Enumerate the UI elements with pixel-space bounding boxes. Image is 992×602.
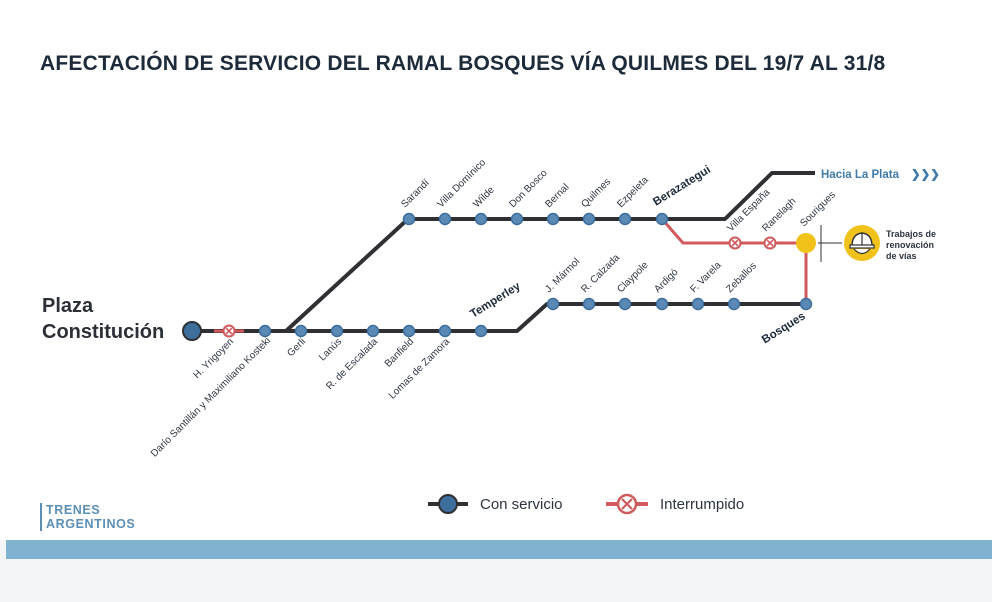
station-node-villa-espana [728, 236, 742, 250]
logo-line-2: ARGENTINOS [46, 517, 136, 531]
legend-interrupted-label: Interrumpido [660, 496, 744, 513]
station-node-wilde [474, 212, 488, 226]
station-node-don-bosco [510, 212, 524, 226]
station-label-ardigo: Ardigó [652, 267, 681, 296]
station-label-ezpeleta: Ezpeleta [615, 175, 651, 211]
station-label-wilde: Wilde [471, 184, 497, 210]
station-node-r-de-escalada [366, 324, 380, 338]
station-node-zeballos [727, 297, 741, 311]
station-node-berazategui [655, 212, 669, 226]
station-label-zeballos: Zeballos [724, 261, 759, 296]
tracks [192, 171, 815, 333]
origin-label-line2: Constitución [42, 321, 164, 343]
close-icon [731, 239, 739, 247]
station-node-ranelagh [763, 236, 777, 250]
station-node-f-varela [691, 297, 705, 311]
station-node-ezpeleta [618, 212, 632, 226]
logo-line-1: TRENES [46, 503, 101, 517]
works-marker: Trabajos de renovación de vías [796, 225, 936, 262]
close-icon [621, 498, 633, 510]
hacia-la-plata-label: Hacia La Plata [821, 169, 900, 181]
page-title: AFECTACIÓN DE SERVICIO DEL RAMAL BOSQUES… [40, 52, 886, 75]
station-label-claypole: Claypole [615, 260, 651, 296]
station-label-f-varela: F. Varela [688, 260, 723, 295]
legend: Con servicio Interrumpido [428, 493, 744, 515]
footer-stripe [6, 540, 992, 559]
legend-ok-label: Con servicio [480, 496, 563, 513]
station-node-claypole [618, 297, 632, 311]
map-card [0, 0, 992, 540]
station-node-temperley [474, 324, 488, 338]
close-icon [225, 327, 233, 335]
trenes-argentinos-logo: TRENES ARGENTINOS [40, 503, 135, 531]
origin-label-line1: Plaza [42, 295, 94, 317]
station-label-sarandi: Sarandí [399, 177, 432, 210]
station-label-ranelagh: Ranelagh [760, 196, 798, 234]
track-quilmes [284, 171, 815, 333]
station-label-bernal: Bernal [543, 182, 571, 210]
chevron-right-icon: ❯❯❯ [911, 168, 940, 182]
station-label-berazategui: Berazategui [651, 164, 713, 209]
station-label-temperley: Temperley [468, 280, 523, 321]
works-label-1: Trabajos de [886, 229, 936, 239]
track-interrupted [660, 218, 808, 304]
station-label-banfield: Banfield [383, 336, 416, 369]
station-label-j-marmol: J. Mármol [543, 256, 582, 295]
station-label-lanus: Lanús [317, 336, 344, 363]
works-node [796, 233, 816, 253]
station-node-j-marmol [546, 297, 560, 311]
station-node-ardigo [655, 297, 669, 311]
station-label-lomas-de-zamora: Lomas de Zamora [387, 336, 452, 401]
close-icon [766, 239, 774, 247]
works-label-2: renovación [886, 240, 934, 250]
track-trunk [192, 302, 806, 333]
station-node-bernal [546, 212, 560, 226]
station-label-bosques: Bosques [760, 310, 808, 346]
station-node-sarandi [402, 212, 416, 226]
legend-ok-marker [438, 494, 458, 514]
station-node-banfield [402, 324, 416, 338]
station-node-r-calzada [582, 297, 596, 311]
station-node-villa-dominico [438, 212, 452, 226]
station-node-lanus [330, 324, 344, 338]
station-label-sourigues: Sourigues [798, 190, 838, 230]
station-label-quilmes: Quilmes [579, 176, 613, 210]
station-label-gerli: Gerli [285, 336, 308, 359]
station-node-lomas-de-zamora [438, 324, 452, 338]
station-node-quilmes [582, 212, 596, 226]
station-node-h-yrigoyen [222, 324, 236, 338]
station-node-gerli [294, 324, 308, 338]
station-node-bosques [799, 297, 813, 311]
terminal-plaza-constitucion [182, 321, 202, 341]
station-node-dario-santillan-y-maximiliano-kosteki [258, 324, 272, 338]
works-label-3: de vías [886, 251, 917, 261]
